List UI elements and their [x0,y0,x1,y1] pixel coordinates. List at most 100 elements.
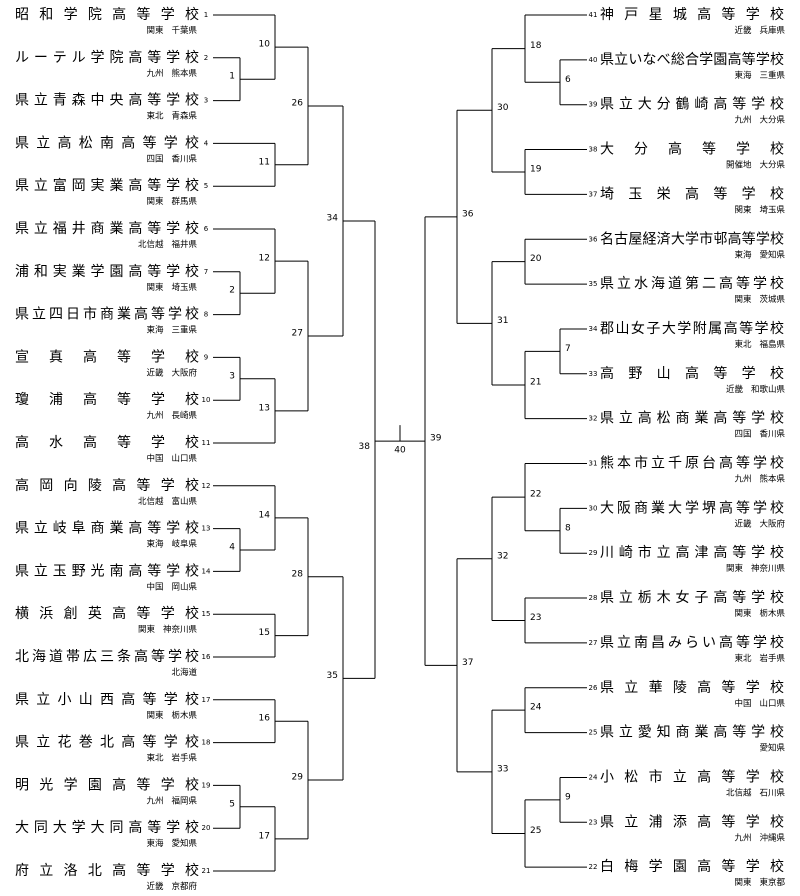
match-number: 24 [530,703,542,713]
region: 近畿 [734,25,752,36]
region: 関東 [146,281,164,292]
seed-number: 31 [589,460,598,468]
team-name: 埼玉栄高等学校 [600,185,784,202]
team-name: 横浜創英高等学校 [15,605,199,622]
team-region: 関東 埼玉県 [146,281,197,292]
team-name: 昭和学院高等学校 [15,6,199,23]
region: 東海 [146,538,164,549]
seed-number: 8 [204,311,208,319]
match-number: 36 [462,209,474,219]
prefecture: 大阪府 [171,367,197,378]
team-region: 関東 神奈川県 [726,563,786,574]
match-number: 23 [530,613,541,623]
seed-number: 32 [589,415,598,423]
region: 関東 [734,204,752,215]
region: 東北 [146,752,164,763]
prefecture: 山口県 [759,697,785,708]
team-region: 開催地 大分県 [726,159,786,170]
team-region: 近畿 兵庫県 [734,25,785,36]
team-name: 小松市立高等学校 [600,768,784,785]
prefecture: 長崎県 [171,410,197,421]
prefecture: 神奈川県 [751,563,786,574]
team-region: 関東 神奈川県 [138,624,198,635]
final-number: 40 [394,446,406,456]
team-region: 近畿 大阪府 [734,518,785,529]
region: 関東 [146,709,164,720]
prefecture: 京都府 [171,881,197,892]
seed-number: 28 [589,594,598,602]
team-name: 宣真高等学校 [15,348,199,365]
match-number: 13 [259,403,270,413]
match-number: 19 [530,164,542,174]
team-region: 関東 千葉県 [146,25,197,36]
prefecture: 岩手県 [759,652,785,663]
team-region: 東海 三重県 [146,324,197,335]
region: 九州 [734,474,751,484]
prefecture: 大分県 [759,114,785,125]
prefecture: 岩手県 [171,752,197,763]
match-number: 20 [530,254,542,264]
match-number: 37 [462,658,473,668]
prefecture: 千葉県 [171,25,197,36]
match-number: 6 [565,75,571,85]
prefecture: 兵庫県 [759,25,785,36]
region: 北信越 [138,495,164,506]
match-number: 29 [292,773,304,783]
prefecture: 山口県 [171,453,197,464]
match-number: 12 [259,254,270,264]
match-number: 16 [259,714,271,724]
prefecture: 香川県 [171,153,197,164]
prefecture: 福岡県 [171,795,197,806]
match-number: 7 [565,344,571,354]
prefecture: 熊本県 [171,67,197,78]
seed-number: 15 [202,610,211,618]
match-number: 27 [292,329,303,339]
seed-number: 29 [589,549,598,557]
match-number: 2 [229,286,235,296]
region: 中国 [146,581,163,592]
team-region: 東北 青森県 [146,110,197,121]
team-name: 明光学園高等学校 [15,776,199,793]
team-region: 東北 福島県 [734,338,785,349]
seed-number: 23 [589,818,598,826]
match-number: 9 [565,792,571,802]
region: 東北 [146,110,164,121]
team-name: 府立洛北高等学校 [15,862,199,879]
prefecture: 香川県 [759,428,785,439]
seed-number: 4 [204,139,209,147]
team-name: 浦和実業学園高等学校 [15,263,199,280]
seed-number: 13 [202,525,211,533]
team-region: 関東 東京都 [734,877,785,888]
prefecture: 福島県 [759,338,785,349]
match-number: 15 [259,628,270,638]
match-number: 1 [229,72,235,82]
match-number: 38 [359,442,371,452]
seed-number: 33 [589,370,598,378]
team-name: 熊本市立千原台高等学校 [600,455,784,472]
region: 関東 [734,294,752,305]
team-region: 九州 大分県 [734,114,785,125]
region: 開催地 [726,159,752,170]
team-region: 九州 熊本県 [146,67,197,78]
seed-number: 5 [204,182,208,190]
team-name: 県立華陵高等学校 [600,679,784,696]
seed-number: 38 [589,146,598,154]
region: 四国 [734,429,751,439]
team-name: 高岡向陵高等学校 [15,477,199,494]
seed-number: 1 [204,11,208,19]
prefecture: 栃木県 [171,709,197,720]
region: 東北 [734,652,752,663]
match-number: 34 [327,213,339,223]
seed-number: 22 [589,863,598,871]
prefecture: 石川県 [759,788,785,798]
prefecture: 東京都 [759,877,785,888]
team-name: 名古屋経済大学市邨高等学校 [600,230,784,247]
match-number: 31 [497,316,508,326]
seed-number: 21 [202,867,211,875]
prefecture: 群馬県 [171,196,197,207]
region: 近畿 [146,881,164,892]
prefecture: 愛知県 [759,249,785,260]
seed-number: 18 [202,739,211,747]
match-number: 8 [565,523,571,533]
region: 近畿 [734,518,752,529]
